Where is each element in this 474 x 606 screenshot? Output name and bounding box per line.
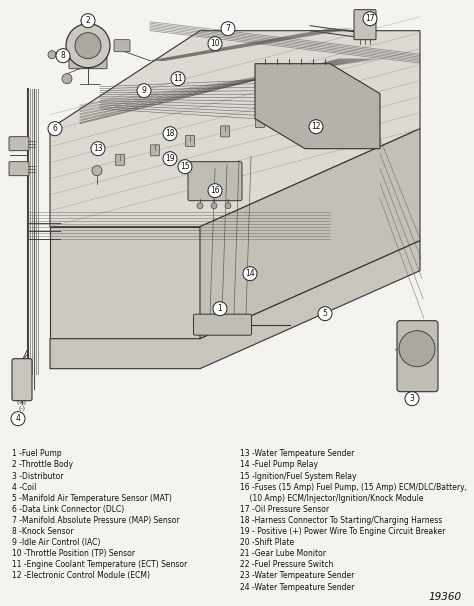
Circle shape — [399, 331, 435, 367]
Circle shape — [243, 267, 257, 281]
Text: 5 -Manifold Air Temperature Sensor (MAT): 5 -Manifold Air Temperature Sensor (MAT) — [12, 494, 172, 503]
FancyBboxPatch shape — [354, 10, 376, 39]
Text: 13: 13 — [93, 144, 103, 153]
Circle shape — [75, 33, 101, 59]
Text: 11: 11 — [173, 74, 183, 83]
Text: 18 -Harness Connector To Starting/Charging Harness: 18 -Harness Connector To Starting/Chargi… — [240, 516, 442, 525]
Circle shape — [163, 127, 177, 141]
Text: 14: 14 — [245, 269, 255, 278]
Circle shape — [56, 48, 70, 62]
Text: 4: 4 — [16, 414, 20, 423]
Polygon shape — [50, 227, 200, 339]
Text: 10: 10 — [210, 39, 220, 48]
Polygon shape — [255, 64, 380, 148]
Text: 19360: 19360 — [429, 592, 462, 602]
FancyBboxPatch shape — [397, 321, 438, 391]
Text: 1: 1 — [218, 304, 222, 313]
FancyBboxPatch shape — [12, 359, 32, 401]
Circle shape — [48, 122, 62, 136]
Text: 7: 7 — [226, 24, 230, 33]
FancyBboxPatch shape — [69, 55, 107, 68]
Circle shape — [213, 302, 227, 316]
Circle shape — [66, 24, 110, 68]
Circle shape — [91, 142, 105, 156]
Text: 4 -Coil: 4 -Coil — [12, 482, 36, 491]
Text: 7 -Manifold Absolute Pressure (MAP) Sensor: 7 -Manifold Absolute Pressure (MAP) Sens… — [12, 516, 180, 525]
Circle shape — [208, 37, 222, 51]
Text: 16: 16 — [210, 186, 220, 195]
Text: 11 -Engine Coolant Temperature (ECT) Sensor: 11 -Engine Coolant Temperature (ECT) Sen… — [12, 561, 187, 570]
FancyBboxPatch shape — [9, 137, 29, 151]
FancyBboxPatch shape — [188, 162, 242, 201]
Circle shape — [208, 184, 222, 198]
FancyBboxPatch shape — [193, 314, 252, 335]
Circle shape — [211, 202, 217, 208]
Text: 3: 3 — [410, 394, 414, 403]
Text: 13 -Water Tempeature Sender: 13 -Water Tempeature Sender — [240, 449, 355, 458]
FancyBboxPatch shape — [291, 107, 300, 118]
Circle shape — [62, 74, 72, 84]
FancyBboxPatch shape — [116, 155, 125, 165]
Text: 15: 15 — [180, 162, 190, 171]
Circle shape — [163, 152, 177, 165]
Text: 8: 8 — [61, 51, 65, 60]
Text: 9: 9 — [142, 86, 146, 95]
Text: 3 -Distributor: 3 -Distributor — [12, 471, 64, 481]
Circle shape — [405, 391, 419, 405]
FancyBboxPatch shape — [151, 145, 159, 156]
Polygon shape — [50, 31, 420, 227]
Text: 19 - Positive (+) Power Wire To Engine Circuit Breaker: 19 - Positive (+) Power Wire To Engine C… — [240, 527, 446, 536]
Text: (+): (+) — [17, 400, 27, 405]
FancyBboxPatch shape — [9, 162, 29, 176]
Circle shape — [171, 72, 185, 85]
Circle shape — [197, 202, 203, 208]
Text: 8 -Knock Sensor: 8 -Knock Sensor — [12, 527, 73, 536]
Circle shape — [92, 165, 102, 176]
Text: 12 -Electronic Control Module (ECM): 12 -Electronic Control Module (ECM) — [12, 571, 150, 581]
Text: 19: 19 — [165, 154, 175, 163]
Text: 10 -Throttle Position (TP) Sensor: 10 -Throttle Position (TP) Sensor — [12, 549, 135, 558]
Text: 16 -Fuses (15 Amp) Fuel Pump, (15 Amp) ECM/DLC/Battery,: 16 -Fuses (15 Amp) Fuel Pump, (15 Amp) E… — [240, 482, 467, 491]
Text: 6: 6 — [53, 124, 57, 133]
FancyBboxPatch shape — [255, 116, 264, 127]
FancyBboxPatch shape — [326, 98, 335, 108]
Polygon shape — [200, 128, 420, 339]
Text: 17 -Oil Pressure Sensor: 17 -Oil Pressure Sensor — [240, 505, 329, 514]
Circle shape — [137, 84, 151, 98]
Polygon shape — [50, 241, 420, 368]
Text: 12: 12 — [311, 122, 321, 131]
FancyBboxPatch shape — [114, 39, 130, 52]
Circle shape — [178, 160, 192, 174]
FancyBboxPatch shape — [220, 126, 229, 137]
Circle shape — [363, 12, 377, 25]
Text: 1 -Fuel Pump: 1 -Fuel Pump — [12, 449, 62, 458]
Text: 24 -Water Tempeature Sender: 24 -Water Tempeature Sender — [240, 582, 355, 591]
Circle shape — [81, 14, 95, 28]
Text: 9 -Idle Air Control (IAC): 9 -Idle Air Control (IAC) — [12, 538, 100, 547]
Text: 18: 18 — [165, 129, 175, 138]
Circle shape — [221, 22, 235, 36]
Text: 17: 17 — [365, 14, 375, 23]
Text: 20 -Shift Plate: 20 -Shift Plate — [240, 538, 294, 547]
Text: 23 -Water Tempeature Sender: 23 -Water Tempeature Sender — [240, 571, 355, 581]
Text: 6 -Data Link Connector (DLC): 6 -Data Link Connector (DLC) — [12, 505, 124, 514]
Text: 22 -Fuel Pressure Switch: 22 -Fuel Pressure Switch — [240, 561, 333, 570]
Circle shape — [225, 202, 231, 208]
Text: 2 -Throttle Body: 2 -Throttle Body — [12, 461, 73, 470]
Circle shape — [318, 307, 332, 321]
Text: 2: 2 — [86, 16, 91, 25]
Text: 5: 5 — [323, 309, 328, 318]
Circle shape — [309, 120, 323, 134]
Circle shape — [11, 411, 25, 425]
Text: (10 Amp) ECM/Injector/Ignition/Knock Module: (10 Amp) ECM/Injector/Ignition/Knock Mod… — [240, 494, 423, 503]
Text: 15 -Ignition/Fuel System Relay: 15 -Ignition/Fuel System Relay — [240, 471, 356, 481]
Circle shape — [48, 51, 56, 59]
Text: 21 -Gear Lube Monitor: 21 -Gear Lube Monitor — [240, 549, 326, 558]
Text: (-): (-) — [18, 406, 26, 411]
Text: 14 -Fuel Pump Relay: 14 -Fuel Pump Relay — [240, 461, 318, 470]
FancyBboxPatch shape — [185, 135, 194, 147]
